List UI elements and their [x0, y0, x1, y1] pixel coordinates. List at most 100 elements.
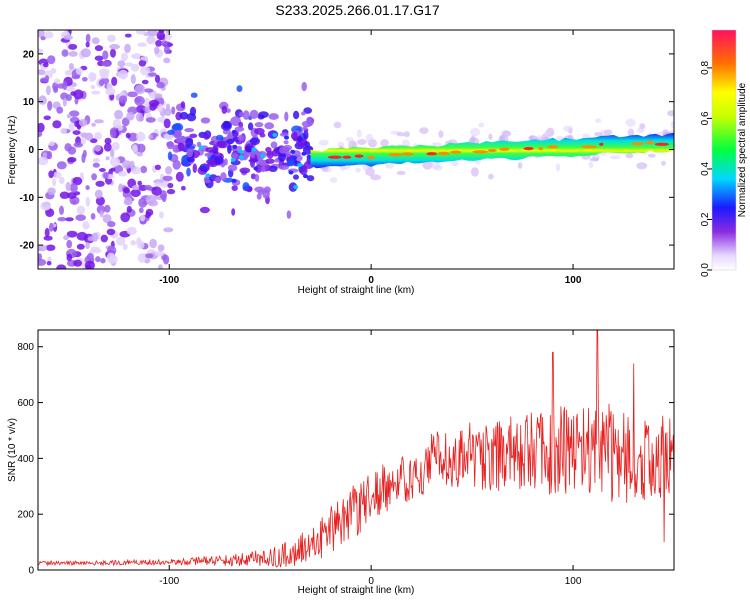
ridge-peak	[450, 150, 462, 154]
spectral-blob	[199, 206, 210, 214]
spectral-blob	[47, 187, 56, 195]
spectral-blob	[56, 106, 64, 114]
y-tick-label: -20	[20, 241, 35, 252]
spectral-blob	[124, 43, 131, 54]
ridge-peak	[547, 145, 559, 149]
spectral-blob	[136, 112, 144, 122]
spectral-blob	[203, 134, 210, 140]
spectral-blob	[111, 76, 118, 86]
spectral-blob	[100, 234, 109, 243]
spectral-blob	[73, 142, 84, 148]
spectral-blob	[163, 118, 171, 129]
spectral-blob	[181, 185, 186, 191]
ridge-peak	[654, 142, 670, 146]
spectral-blob	[247, 122, 254, 131]
spectral-blob	[299, 165, 308, 176]
spectral-blob	[140, 165, 148, 174]
x-tick-label: 0	[368, 576, 374, 587]
spectral-blob	[98, 68, 110, 76]
ridge-peak	[631, 142, 645, 146]
spectral-blob	[165, 103, 171, 111]
spectral-blob	[44, 227, 50, 238]
colorbar-ticks: 0.0 0.2 0.4 0.6 0.8	[700, 61, 712, 277]
spectral-blob	[438, 130, 444, 138]
spectral-blob	[171, 106, 176, 115]
spectral-blob	[50, 68, 57, 74]
spectral-blob	[91, 72, 97, 81]
spectral-blob	[122, 160, 132, 169]
spectral-blob	[49, 222, 54, 232]
y-tick-label: 600	[17, 398, 34, 409]
spectral-blob	[283, 144, 292, 151]
spectral-blob	[106, 252, 116, 261]
spectral-blob	[140, 66, 151, 76]
spectral-blob	[149, 238, 158, 249]
spectral-blob	[82, 149, 87, 158]
spectral-blob	[90, 213, 96, 220]
spectral-blob	[75, 214, 86, 221]
spectral-blob	[46, 261, 52, 266]
spectral-blob	[124, 196, 133, 205]
colorbar-label: Normalized spectral amplitude	[737, 82, 748, 217]
spectral-blob	[431, 142, 443, 147]
spectral-blob	[227, 164, 238, 172]
spectral-blob	[138, 59, 147, 67]
spectral-blob	[103, 172, 109, 179]
spectral-blob	[227, 144, 232, 154]
spectral-blob	[154, 74, 161, 84]
spectral-blob	[403, 131, 410, 138]
spectral-blob	[69, 183, 78, 193]
spectral-blob	[231, 208, 236, 216]
spectral-blob	[92, 158, 101, 163]
ridge-peak	[581, 145, 597, 149]
spectral-blob	[121, 117, 130, 127]
spectral-blob	[145, 208, 154, 216]
y-tick-label: 0	[28, 145, 34, 156]
spectral-blob	[137, 180, 142, 186]
spectral-blob	[234, 126, 245, 132]
spectral-blob	[345, 137, 354, 142]
spectral-blob	[124, 33, 132, 38]
spectral-blob	[143, 88, 154, 93]
spectral-blob	[76, 243, 85, 250]
spectral-blob	[647, 153, 656, 158]
spectral-blob	[370, 174, 381, 181]
spectral-blob	[160, 40, 168, 46]
spectral-blob	[62, 97, 67, 107]
spectral-blob	[254, 122, 264, 128]
spectral-blob	[117, 60, 126, 68]
spectral-blob	[163, 45, 170, 55]
spectral-blob	[76, 205, 86, 215]
spectral-blob	[76, 231, 88, 241]
spectral-blob	[94, 189, 103, 199]
spectral-blob	[48, 170, 54, 179]
spectral-blob	[223, 158, 228, 166]
spectral-blob	[82, 221, 90, 230]
snr-frame	[37, 329, 675, 571]
spectral-blob	[288, 170, 294, 175]
spectral-blob	[73, 259, 82, 267]
spectral-blob	[306, 154, 312, 159]
spectral-blob	[199, 163, 210, 172]
spectral-blob	[80, 132, 88, 138]
spectral-blob	[94, 55, 104, 61]
spectral-blob	[64, 70, 72, 76]
spectral-blob	[293, 110, 300, 120]
spectral-blob	[48, 141, 55, 146]
spectral-blob	[238, 149, 244, 154]
spectral-blob	[172, 159, 181, 170]
spectral-blob	[119, 95, 128, 104]
ridge-peak	[366, 155, 376, 160]
spectral-blob	[102, 214, 112, 224]
spectral-blob	[146, 36, 157, 45]
spectral-blob	[94, 119, 104, 124]
spectral-blob	[52, 82, 59, 91]
spectral-blob	[46, 151, 53, 160]
spectral-blob	[667, 110, 674, 117]
spectral-blob	[85, 185, 90, 191]
spectral-blob	[72, 199, 77, 205]
spectral-blob	[301, 111, 306, 116]
spectral-blob	[130, 189, 141, 198]
spectral-blob	[111, 141, 120, 151]
